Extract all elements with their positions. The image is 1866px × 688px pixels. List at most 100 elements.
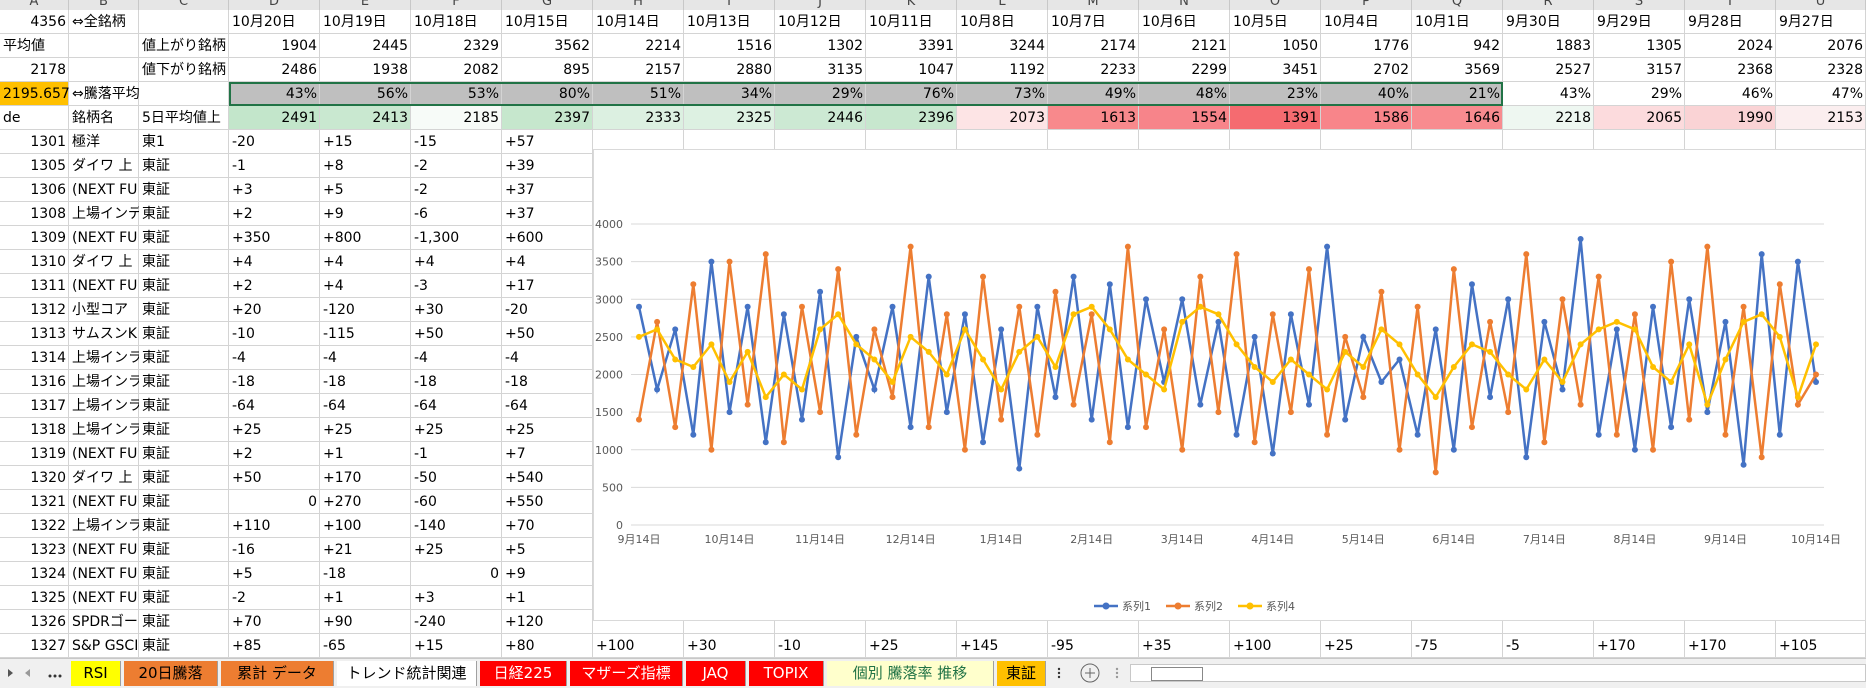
point [1414,371,1421,378]
sheet-tab[interactable]: 日経225 [480,661,567,686]
sheet-tab[interactable]: 20日騰落 [124,661,218,686]
point [1088,311,1095,318]
cell [229,130,320,154]
cell [502,178,593,202]
point [1342,416,1349,423]
cell [69,442,139,466]
cell-text: +25 [869,638,899,654]
column-header: S [1594,0,1685,10]
point [1360,394,1367,401]
horizontal-scrollbar[interactable] [1130,664,1866,682]
sheet-tab[interactable]: マザーズ指標 [570,661,683,686]
point [1686,416,1693,423]
column-header: C [139,0,229,10]
scroll-thumb[interactable] [1151,667,1203,681]
point [817,288,824,295]
cell-text: 2328 [1827,62,1863,78]
point [1124,243,1131,250]
cell [1230,34,1321,58]
point [1505,371,1512,378]
y-tick-label: 4000 [595,218,623,231]
y-tick-label: 3000 [595,293,623,306]
point [1813,371,1819,378]
cell-text: 1305 [1646,38,1682,54]
cell-text: サムスンK [72,326,137,342]
sheet-tab[interactable]: JAQ [686,661,746,686]
cell [69,610,139,634]
point [1215,311,1222,318]
cell-text: +3 [414,590,435,606]
column-letter: R [1543,0,1553,9]
cell [411,442,502,466]
cell [411,154,502,178]
sheet-tab[interactable]: RSI [71,661,121,686]
cell [1230,10,1321,34]
cell [1412,58,1503,82]
point [780,439,787,446]
cell [69,370,139,394]
point [1016,303,1023,310]
cell-text: -115 [323,326,355,342]
cell [411,466,502,490]
cell [1321,10,1412,34]
cell [320,346,411,370]
cell-text: +39 [505,158,535,174]
cell-text: 東証 [142,470,170,486]
sheet-tab[interactable]: 累計 データ [221,661,334,686]
point [1505,296,1512,303]
cell-text: SPDRゴー [72,614,138,630]
cell-text: 2368 [1737,62,1773,78]
cell [502,538,593,562]
cell [502,394,593,418]
cell-text: 9月29日 [1597,14,1652,30]
line-chart[interactable]: 0 500 1000 1500 2000 2500 3000 3500 4000 9月14日 10月… [593,149,1866,621]
point [871,326,878,333]
cell [1048,10,1139,34]
sheet-tab[interactable]: 個別 騰落率 推移 [827,661,994,686]
column-letter: K [906,0,916,9]
cell-text: (NEXT FU [72,182,138,198]
cell-text: 2174 [1100,38,1136,54]
sheet-tab[interactable]: 東証 [997,661,1046,686]
cell-text: 1302 [827,38,863,54]
point [1396,446,1403,453]
cell [1048,58,1139,82]
cell [1139,58,1230,82]
tab-nav[interactable] [0,659,70,687]
cell-text: -64 [323,398,346,414]
cell [1230,106,1321,130]
tab-add[interactable] [1053,659,1173,687]
x-tick-label: 11月14日 [795,533,845,546]
column-header: D [229,0,320,10]
cell-text: +5 [232,566,253,582]
sheet-tab[interactable]: トレンド統計関連 [337,661,477,686]
point [1179,296,1186,303]
cell-text: +2 [232,446,253,462]
cell-text: +90 [323,614,353,630]
point [925,273,932,280]
cell-text: -140 [414,518,446,534]
cell-text: 1050 [1282,38,1318,54]
cell [0,10,69,34]
x-tick-label: 5月14日 [1342,533,1385,546]
point [726,409,733,416]
cell-text: +25 [1324,638,1354,654]
cell-text: -18 [505,374,528,390]
cell-text: 10月1日 [1415,14,1470,30]
y-tick-label: 1000 [595,444,623,457]
cell [1685,634,1776,658]
x-tick-label: 10月14日 [705,533,755,546]
sheet-tab[interactable]: TOPIX [749,661,824,686]
cell [1139,34,1230,58]
cell-text: 2065 [1646,110,1682,126]
cell-text: 東証 [142,302,170,318]
point [1559,379,1566,386]
cell [411,610,502,634]
point [672,424,679,431]
cell [139,250,229,274]
cell [1412,34,1503,58]
cell-text: +30 [414,302,444,318]
cell [866,106,957,130]
point [907,333,914,340]
cell [139,202,229,226]
